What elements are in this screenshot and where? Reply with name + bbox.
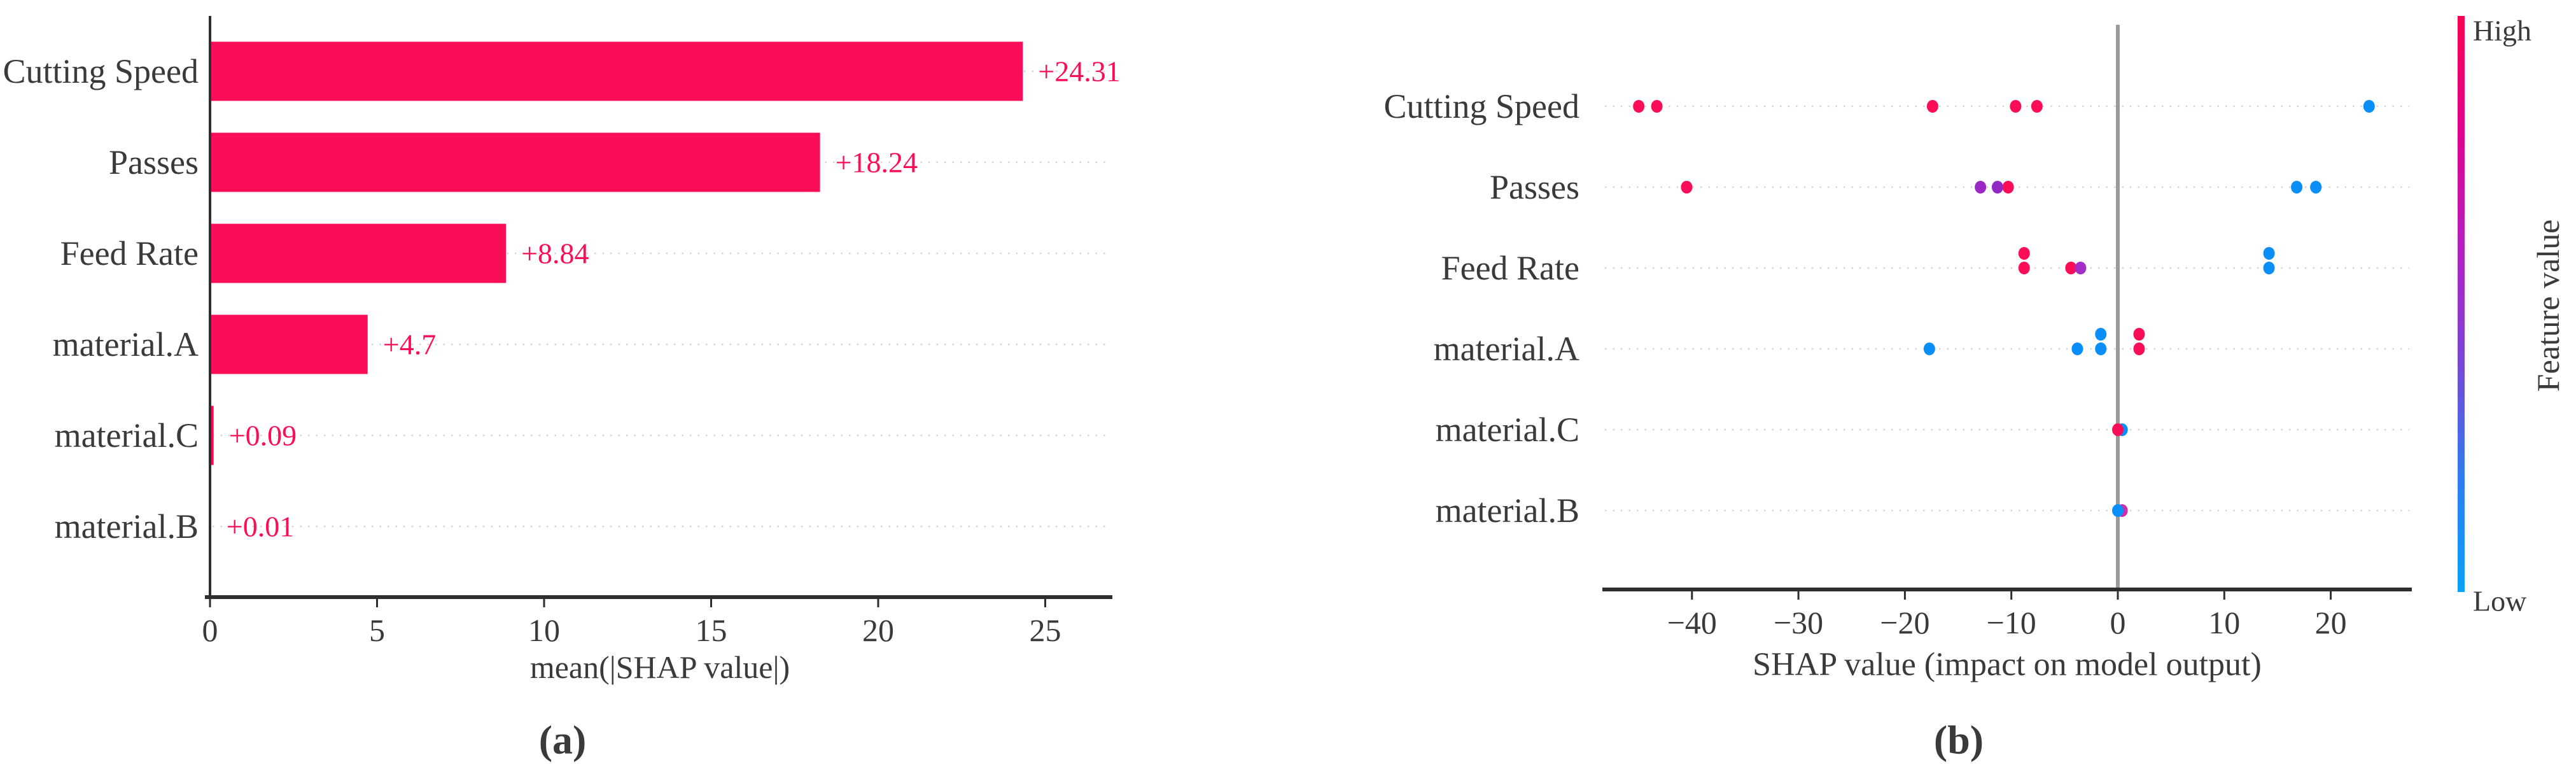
colorbar — [2458, 16, 2465, 592]
feature-label-a: Cutting Speed — [3, 52, 199, 90]
x-tick-label-a: 20 — [862, 612, 894, 648]
shap-dot-feed-rate — [2075, 262, 2087, 274]
shap-dot-material-a — [2133, 328, 2145, 341]
shap-dot-material-a — [2133, 342, 2145, 355]
x-tick-label-b: 0 — [2110, 605, 2126, 640]
shap-dot-feed-rate — [2263, 262, 2275, 274]
bar-cutting-speed — [211, 41, 1023, 101]
feature-label-b: Passes — [1490, 168, 1579, 206]
x-tick-label-b: −10 — [1987, 605, 2036, 640]
x-tick-label-b: −30 — [1774, 605, 1823, 640]
shap-dot-material-b — [2112, 504, 2124, 517]
shap-dot-passes — [2291, 181, 2303, 194]
x-tick-label-b: 10 — [2208, 605, 2240, 640]
feature-label-a: Feed Rate — [60, 234, 199, 272]
colorbar-low-label: Low — [2473, 585, 2527, 617]
shap-dot-passes — [1975, 181, 1987, 194]
shap-dot-material-a — [2095, 328, 2107, 341]
shap-dot-passes — [1681, 181, 1693, 194]
bar-value-label: +24.31 — [1038, 55, 1120, 88]
shap-dot-material-a — [2095, 342, 2107, 355]
feature-label-a: material.A — [53, 325, 199, 363]
feature-label-b: material.A — [1434, 330, 1579, 368]
shap-dot-cutting-speed — [2363, 100, 2375, 113]
x-tick-label-a: 5 — [369, 612, 385, 648]
colorbar-title: Feature value — [2530, 220, 2566, 392]
shap-dot-feed-rate — [2018, 247, 2030, 260]
caption-b: (b) — [1934, 717, 1984, 763]
bar-value-label: +0.09 — [229, 420, 297, 452]
panel-b: Cutting Speed Passes Feed Rate material.A ma… — [1384, 15, 2566, 763]
feature-label-b: material.C — [1436, 411, 1579, 449]
x-tick-label-a: 0 — [202, 612, 218, 648]
shap-dot-feed-rate — [2018, 262, 2030, 274]
x-axis-label-b: SHAP value (impact on model output) — [1753, 647, 2262, 683]
bar-passes — [211, 132, 820, 192]
x-tick-label-a: 10 — [528, 612, 560, 648]
feature-label-b: Feed Rate — [1441, 249, 1579, 287]
shap-dot-cutting-speed — [1633, 100, 1645, 113]
bar-value-label: +0.01 — [227, 511, 294, 543]
feature-label-a: Passes — [109, 143, 199, 181]
bar-material-a — [211, 314, 368, 374]
shap-dot-passes — [1991, 181, 2003, 194]
shap-dot-material-a — [2071, 342, 2083, 355]
shap-dot-cutting-speed — [2010, 100, 2022, 113]
shap-dot-material-a — [1923, 342, 1935, 355]
x-tick-label-b: −20 — [1880, 605, 1929, 640]
bar-feed-rate — [211, 223, 507, 283]
bar-value-label: +18.24 — [836, 146, 918, 179]
feature-label-a: material.C — [55, 416, 199, 455]
bar-value-label: +4.7 — [383, 328, 436, 361]
shap-dot-passes — [2310, 181, 2322, 194]
x-tick-label-b: 20 — [2315, 605, 2347, 640]
caption-a: (a) — [539, 717, 587, 763]
x-tick-label-a: 25 — [1030, 612, 1061, 648]
bar-value-label: +8.84 — [521, 237, 589, 270]
shap-dot-cutting-speed — [1651, 100, 1663, 113]
shap-dot-cutting-speed — [2031, 100, 2043, 113]
feature-label-b: Cutting Speed — [1384, 87, 1580, 125]
shap-dot-cutting-speed — [1926, 100, 1938, 113]
panel-a: +24.31 +18.24 +8.84 +4.7 +0.09 +0.01 Cutting S… — [3, 16, 1121, 763]
x-tick-label-a: 15 — [696, 612, 727, 648]
bar-material-c — [211, 406, 214, 465]
feature-label-b: material.B — [1436, 491, 1579, 530]
shap-dot-material-c — [2112, 423, 2124, 436]
x-axis-label-a: mean(|SHAP value|) — [530, 649, 790, 685]
shap-dot-feed-rate — [2065, 262, 2077, 274]
x-tick-label-b: −40 — [1667, 605, 1717, 640]
shap-dot-feed-rate — [2263, 247, 2275, 260]
shap-dot-passes — [2002, 181, 2014, 194]
feature-label-a: material.B — [55, 507, 199, 546]
colorbar-high-label: High — [2473, 15, 2531, 47]
